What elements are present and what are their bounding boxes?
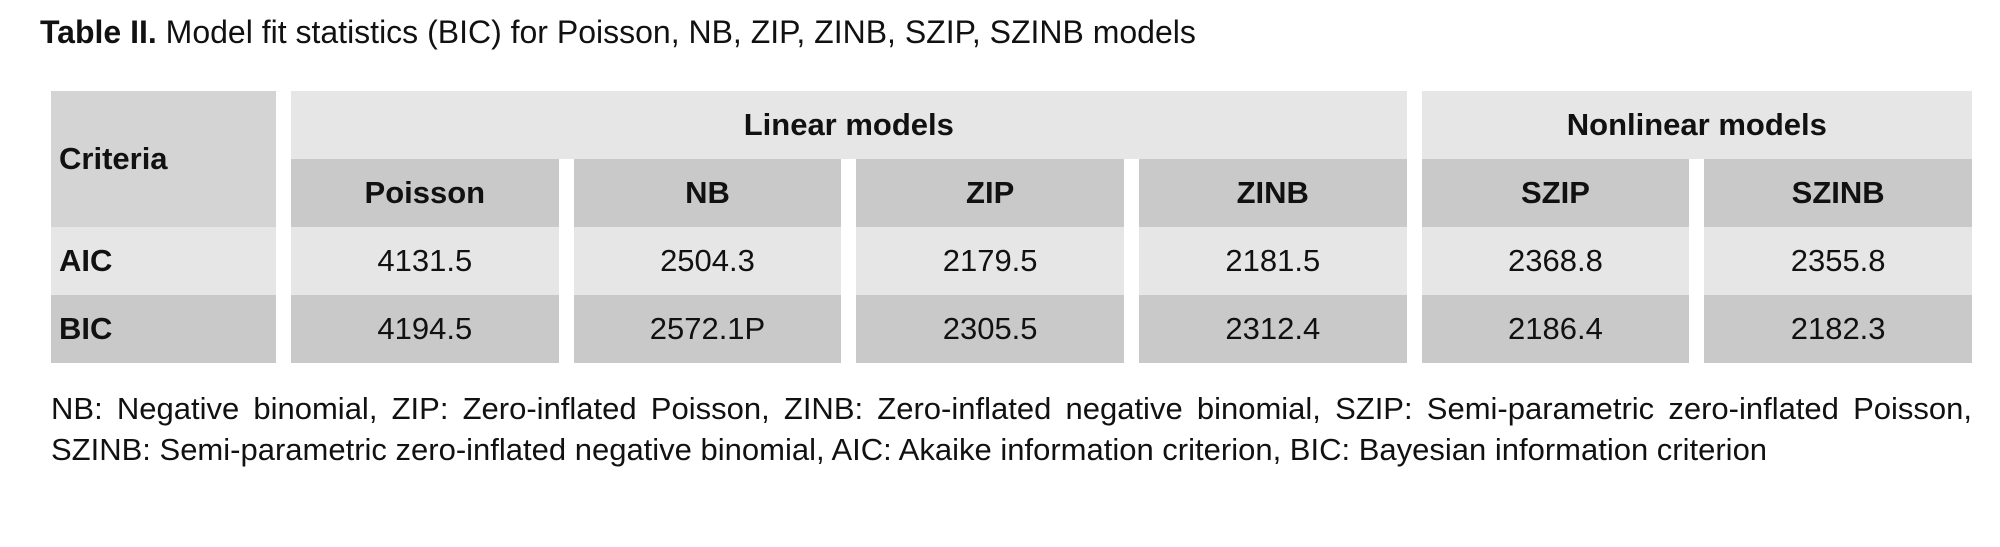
fit-table: Criteria Linear models Nonlinear models … bbox=[36, 91, 1987, 363]
cell: 2181.5 bbox=[1138, 227, 1407, 295]
data-row: BIC 4194.5 2572.1P 2305.5 2312.4 2186.4 2182.3 bbox=[51, 295, 1972, 363]
corner-header: Criteria bbox=[51, 91, 276, 227]
row-label: BIC bbox=[51, 295, 276, 363]
column-header: NB bbox=[573, 159, 842, 227]
column-header: ZIP bbox=[856, 159, 1124, 227]
cell: 2179.5 bbox=[856, 227, 1124, 295]
cell: 4194.5 bbox=[291, 295, 559, 363]
group-header: Nonlinear models bbox=[1421, 91, 1972, 159]
column-header: Poisson bbox=[291, 159, 559, 227]
column-header: SZIP bbox=[1421, 159, 1690, 227]
footnote: NB: Negative binomial, ZIP: Zero-inflate… bbox=[51, 391, 1972, 467]
row-label: AIC bbox=[51, 227, 276, 295]
data-row: AIC 4131.5 2504.3 2179.5 2181.5 2368.8 2355.8 bbox=[51, 227, 1972, 295]
cell: 2186.4 bbox=[1421, 295, 1690, 363]
cell: 4131.5 bbox=[291, 227, 559, 295]
column-header: SZINB bbox=[1704, 159, 1972, 227]
cell: 2368.8 bbox=[1421, 227, 1690, 295]
cell: 2312.4 bbox=[1138, 295, 1407, 363]
caption: Table II. Model fit statistics (BIC) for… bbox=[40, 14, 1196, 51]
caption-label: Table II. bbox=[40, 14, 157, 50]
group-row: Criteria Linear models Nonlinear models bbox=[51, 91, 1972, 227]
group-header: Linear models bbox=[291, 91, 1407, 159]
cell: 2182.3 bbox=[1704, 295, 1972, 363]
cell: 2355.8 bbox=[1704, 227, 1972, 295]
caption-text: Model fit statistics (BIC) for Poisson, … bbox=[165, 14, 1196, 50]
cell: 2572.1P bbox=[573, 295, 842, 363]
column-row: Poisson NB ZIP ZINB SZIP SZINB bbox=[51, 159, 1972, 227]
cell: 2504.3 bbox=[573, 227, 842, 295]
column-header: ZINB bbox=[1138, 159, 1407, 227]
cell: 2305.5 bbox=[856, 295, 1124, 363]
